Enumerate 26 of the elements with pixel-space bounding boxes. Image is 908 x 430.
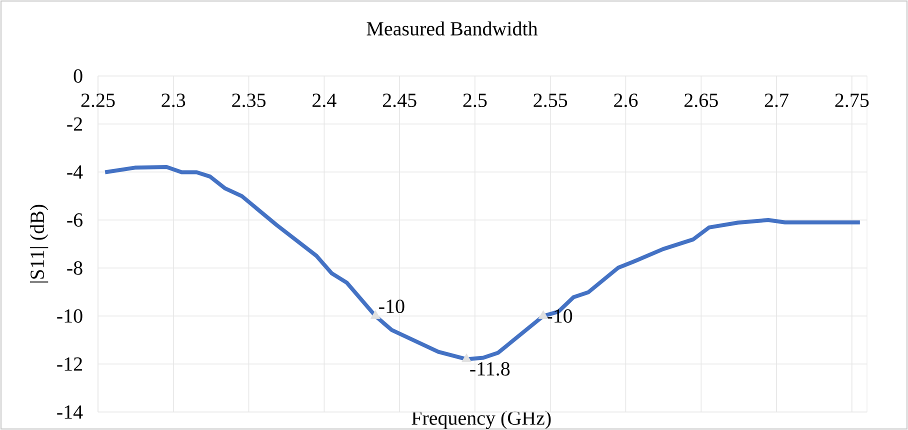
y-tick-label: -12 bbox=[57, 357, 82, 371]
x-tick-label: 2.3 bbox=[162, 94, 186, 108]
x-tick-label: 2.5 bbox=[463, 94, 487, 108]
x-tick-label: 2.75 bbox=[835, 94, 869, 108]
x-tick-label: 2.65 bbox=[684, 94, 718, 108]
annotation: -10 bbox=[379, 300, 404, 314]
x-tick-label: 2.7 bbox=[764, 94, 788, 108]
y-tick-label: -8 bbox=[67, 261, 82, 275]
y-tick-label: -14 bbox=[57, 405, 83, 419]
x-tick-label: 2.45 bbox=[382, 94, 416, 108]
x-tick-label: 2.6 bbox=[614, 94, 638, 108]
annotation: -11.8 bbox=[470, 362, 510, 376]
x-tick-label: 2.4 bbox=[312, 94, 336, 108]
annotation: -10 bbox=[546, 309, 572, 323]
x-axis-title: Frequency (GHz) bbox=[412, 410, 551, 429]
y-tick-label: -10 bbox=[57, 309, 82, 323]
y-axis-title: |S11| (dB) bbox=[30, 204, 48, 283]
y-tick-label: 0 bbox=[74, 69, 82, 83]
y-tick-label: -6 bbox=[67, 213, 82, 227]
y-tick-label: -4 bbox=[67, 165, 83, 179]
x-tick-label: 2.55 bbox=[534, 94, 568, 108]
x-tick-label: 2.35 bbox=[232, 94, 266, 108]
chart-title: Measured Bandwidth bbox=[366, 21, 538, 36]
x-tick-label: 2.25 bbox=[81, 94, 115, 108]
line-series bbox=[103, 164, 862, 362]
y-tick-label: -2 bbox=[67, 117, 82, 131]
